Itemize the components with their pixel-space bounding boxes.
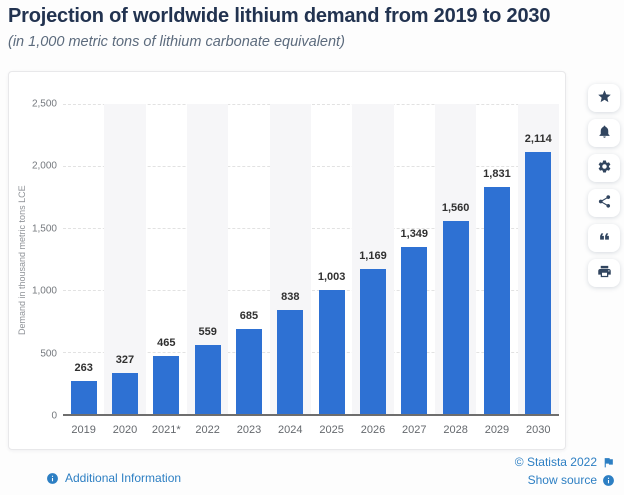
bar-value-label: 1,560 (441, 201, 470, 214)
share-button[interactable] (588, 189, 620, 217)
bell-icon (597, 124, 612, 142)
info-icon (46, 472, 59, 485)
gridline (63, 228, 559, 229)
chart-column: 2,114 2030 (517, 104, 559, 436)
bar-value-label: 1,831 (483, 167, 511, 180)
bar[interactable] (442, 220, 469, 414)
chart-column: 327 2020 (104, 104, 146, 436)
bar-value-label: 327 (115, 354, 135, 367)
print-button[interactable] (588, 259, 620, 287)
bar-value-label: 263 (74, 362, 93, 375)
x-axis-label: 2027 (402, 424, 427, 436)
bar[interactable] (235, 329, 262, 414)
y-axis-tick: 2,500 (31, 98, 57, 110)
x-axis-label: 2021* (151, 424, 181, 436)
x-axis-label: 2026 (360, 424, 386, 436)
x-axis-label: 2025 (319, 424, 344, 436)
chart-column: 1,003 2025 (311, 104, 352, 436)
notifications-button[interactable] (588, 119, 620, 147)
copyright-label: © Statista 2022 (514, 455, 597, 469)
chart-column: 1,169 2026 (352, 104, 394, 436)
show-source-label: Show source (527, 473, 597, 487)
bar[interactable] (401, 246, 428, 414)
page-title: Projection of worldwide lithium demand f… (8, 5, 551, 27)
y-axis-tick: 1,000 (31, 285, 57, 297)
gridline (63, 166, 559, 167)
x-axis-label: 2029 (484, 424, 510, 436)
bar-value-label: 1,349 (400, 227, 429, 240)
bar[interactable] (483, 186, 510, 414)
chart-column: 1,560 2028 (434, 104, 477, 436)
statista-copyright-link[interactable]: © Statista 2022 (515, 455, 615, 469)
bar[interactable] (277, 310, 304, 414)
bar-value-label: 1,003 (317, 270, 346, 283)
x-axis-label: 2019 (71, 424, 96, 436)
chart-columns: 263 2019 327 2020 465 2021* 559 2022 685 2023 838 2… (63, 104, 559, 436)
cite-button[interactable] (588, 224, 620, 252)
bar[interactable] (70, 381, 97, 414)
chart-column: 559 2022 (186, 104, 229, 436)
gridline (63, 290, 559, 291)
chart-column: 465 2021* (146, 104, 187, 436)
bar-value-label: 1,169 (359, 250, 387, 263)
bar[interactable] (525, 151, 552, 414)
chart-column: 263 2019 (63, 104, 104, 436)
bar-value-label: 559 (198, 325, 217, 338)
x-axis-label: 2023 (236, 424, 262, 436)
bar[interactable] (111, 373, 138, 414)
bar[interactable] (318, 289, 345, 414)
x-axis-label: 2022 (195, 424, 220, 436)
chart-card: Demand in thousand metric tons LCE 0 500 1… (8, 71, 566, 450)
x-axis-label: 2028 (443, 424, 468, 436)
chart-column: 1,349 2027 (394, 104, 435, 436)
bar-value-label: 685 (239, 310, 259, 323)
bar[interactable] (359, 269, 386, 414)
additional-information-label: Additional Information (65, 471, 182, 485)
gear-icon (597, 159, 612, 177)
y-axis-tick: 2,000 (31, 160, 57, 172)
x-axis-label: 2030 (526, 424, 551, 436)
y-axis-tick: 1,500 (31, 223, 57, 235)
printer-icon (597, 264, 612, 282)
bar[interactable] (153, 356, 180, 414)
chart-column: 1,831 2029 (476, 104, 517, 436)
bar-value-label: 838 (281, 291, 300, 304)
chart-column: 838 2024 (269, 104, 311, 436)
bar-value-label: 2,114 (524, 132, 552, 145)
gridline (63, 352, 559, 353)
favorite-button[interactable] (588, 84, 620, 112)
bar-value-label: 465 (157, 337, 176, 350)
gridline (63, 104, 559, 105)
bar[interactable] (194, 344, 221, 414)
page-subtitle: (in 1,000 metric tons of lithium carbona… (8, 34, 345, 50)
share-icon (597, 194, 612, 212)
flag-icon (602, 456, 615, 469)
y-axis-ticks: 0 500 1,000 1,500 2,000 2,500 (9, 99, 57, 422)
plot-area: 263 2019 327 2020 465 2021* 559 2022 685 2023 838 2… (63, 104, 559, 436)
star-icon (597, 89, 612, 107)
show-source-link[interactable]: Show source (528, 473, 615, 487)
settings-button[interactable] (588, 154, 620, 182)
chart-column: 685 2023 (228, 104, 269, 436)
quote-icon (597, 229, 612, 247)
info-icon (602, 474, 615, 487)
chart-toolbar (588, 84, 620, 287)
y-axis-tick: 500 (40, 348, 57, 360)
additional-information-link[interactable]: Additional Information (46, 471, 181, 485)
x-axis-label: 2020 (112, 424, 138, 436)
y-axis-tick: 0 (51, 410, 57, 422)
x-axis-label: 2024 (278, 424, 303, 436)
